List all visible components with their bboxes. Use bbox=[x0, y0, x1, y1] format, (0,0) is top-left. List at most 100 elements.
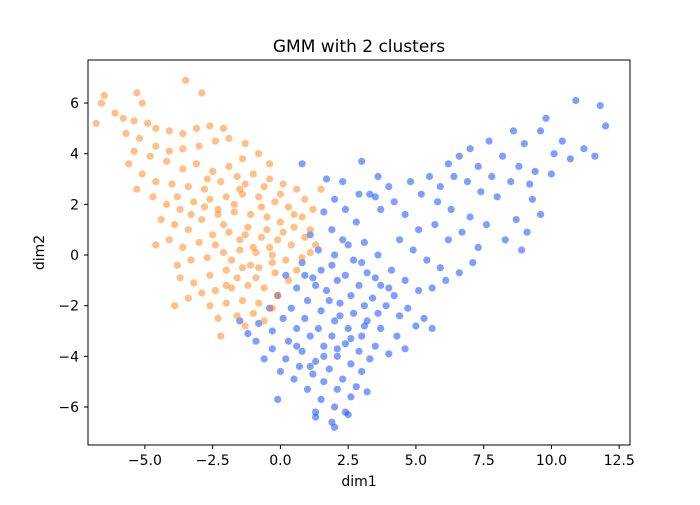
data-point bbox=[363, 269, 371, 277]
data-point bbox=[320, 208, 328, 216]
data-point bbox=[241, 180, 249, 188]
data-point bbox=[260, 284, 268, 292]
data-point bbox=[284, 337, 293, 345]
data-point bbox=[236, 185, 244, 193]
data-point bbox=[268, 304, 276, 312]
data-point bbox=[518, 246, 526, 254]
data-point bbox=[214, 314, 222, 322]
data-point bbox=[385, 183, 393, 191]
y-tick-label: −6 bbox=[58, 400, 79, 416]
data-point bbox=[306, 332, 314, 340]
data-point bbox=[225, 134, 233, 143]
data-point bbox=[165, 236, 173, 244]
data-point bbox=[474, 243, 482, 251]
data-point bbox=[377, 281, 385, 289]
data-point bbox=[331, 317, 339, 325]
data-point bbox=[138, 170, 146, 178]
data-point bbox=[415, 286, 423, 295]
data-point bbox=[347, 335, 355, 343]
data-point bbox=[312, 413, 320, 421]
data-point bbox=[238, 297, 247, 305]
data-point bbox=[222, 193, 230, 201]
data-point bbox=[268, 251, 276, 259]
data-point bbox=[371, 193, 379, 201]
data-point bbox=[312, 241, 320, 249]
data-point bbox=[580, 145, 588, 153]
data-point bbox=[203, 175, 211, 183]
data-point bbox=[163, 157, 171, 165]
data-point bbox=[455, 152, 463, 160]
y-tick-label: 2 bbox=[70, 197, 79, 213]
data-point bbox=[290, 223, 298, 231]
data-point bbox=[309, 370, 317, 378]
data-point bbox=[225, 162, 233, 170]
data-point bbox=[298, 347, 306, 355]
data-point bbox=[520, 140, 528, 148]
data-point bbox=[360, 302, 368, 310]
data-point bbox=[119, 114, 127, 122]
data-point bbox=[333, 276, 341, 284]
data-point bbox=[320, 352, 328, 360]
data-point bbox=[444, 160, 452, 168]
data-point bbox=[236, 246, 244, 254]
data-point bbox=[425, 172, 434, 181]
data-point bbox=[325, 365, 333, 373]
data-point bbox=[566, 155, 575, 163]
data-point bbox=[165, 127, 173, 135]
data-point bbox=[268, 259, 276, 267]
data-point bbox=[263, 213, 271, 221]
data-point bbox=[255, 150, 263, 158]
data-point bbox=[331, 423, 339, 431]
data-point bbox=[290, 210, 298, 219]
data-point bbox=[209, 167, 217, 175]
y-tick-label: 6 bbox=[70, 96, 79, 112]
data-point bbox=[198, 89, 206, 97]
data-point bbox=[144, 119, 152, 127]
data-point bbox=[317, 307, 325, 315]
data-point bbox=[100, 91, 108, 100]
data-point bbox=[387, 266, 396, 274]
data-point bbox=[374, 309, 382, 317]
data-point bbox=[409, 246, 417, 254]
data-point bbox=[374, 172, 382, 181]
data-point bbox=[431, 221, 439, 229]
data-point bbox=[355, 190, 363, 198]
data-point bbox=[225, 228, 233, 236]
data-point bbox=[290, 375, 298, 383]
data-point bbox=[228, 256, 236, 264]
data-point bbox=[477, 188, 485, 196]
data-point bbox=[230, 200, 238, 208]
data-point bbox=[274, 236, 282, 244]
data-point bbox=[355, 347, 363, 355]
data-point bbox=[301, 314, 309, 322]
data-point bbox=[179, 243, 187, 251]
y-axis: −6 −4 −2 0 2 4 6 bbox=[58, 96, 88, 416]
data-point bbox=[428, 284, 436, 292]
data-point bbox=[314, 324, 322, 333]
data-point bbox=[542, 114, 550, 122]
data-point bbox=[317, 395, 325, 403]
data-point bbox=[339, 178, 347, 186]
data-point bbox=[515, 162, 523, 170]
data-point bbox=[339, 236, 347, 244]
data-point bbox=[547, 170, 556, 178]
data-point bbox=[255, 193, 263, 201]
data-point bbox=[244, 281, 252, 289]
data-point bbox=[241, 140, 249, 148]
data-point bbox=[133, 185, 141, 193]
data-point bbox=[211, 137, 219, 145]
data-point bbox=[390, 292, 398, 300]
data-point bbox=[192, 160, 200, 168]
data-point bbox=[163, 200, 171, 208]
data-point bbox=[209, 231, 217, 239]
data-point bbox=[190, 198, 198, 206]
data-point bbox=[331, 251, 339, 259]
data-point bbox=[341, 340, 349, 348]
data-point bbox=[176, 205, 184, 213]
data-point bbox=[298, 254, 306, 262]
data-point bbox=[279, 314, 287, 322]
data-point bbox=[306, 362, 314, 371]
data-point bbox=[219, 221, 228, 229]
x-tick-label: 5.0 bbox=[405, 453, 427, 469]
